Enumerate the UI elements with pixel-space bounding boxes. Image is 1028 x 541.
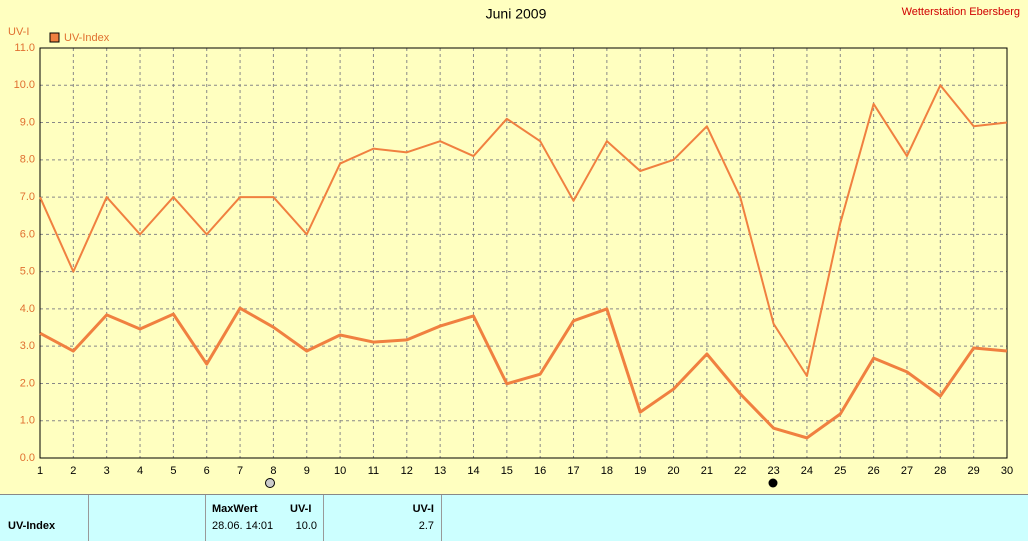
x-tick-label: 19 xyxy=(634,465,646,477)
marker-icon xyxy=(768,478,778,488)
column-header: UV-I xyxy=(290,503,312,515)
y-tick-label: 8.0 xyxy=(20,154,35,166)
y-tick-label: 7.0 xyxy=(20,191,35,203)
y-tick-label: 3.0 xyxy=(20,340,35,352)
x-tick-label: 22 xyxy=(734,465,746,477)
cell: 28.06. 14:01 xyxy=(212,520,274,532)
chart: Juni 2009 Wetterstation Ebersberg UV-I U… xyxy=(8,6,1020,488)
x-tick-label: 10 xyxy=(334,465,346,477)
x-tick-label: 9 xyxy=(304,465,310,477)
x-tick-label: 21 xyxy=(701,465,713,477)
y-tick-label: 4.0 xyxy=(20,303,35,315)
cell: 2.7 xyxy=(418,520,434,532)
x-tick-label: 11 xyxy=(368,465,379,477)
y-tick-label: 5.0 xyxy=(20,266,35,278)
x-tick-label: 5 xyxy=(170,465,176,477)
y-tick-label: 2.0 xyxy=(20,377,35,389)
row-label: UV-Index xyxy=(8,520,56,532)
y-axis-label: UV-I xyxy=(8,26,29,38)
y-tick-label: 10.0 xyxy=(14,79,35,91)
x-tick-label: 28 xyxy=(934,465,946,477)
x-tick-label: 20 xyxy=(667,465,679,477)
x-tick-label: 4 xyxy=(137,465,143,477)
separator xyxy=(323,495,324,541)
x-tick-label: 16 xyxy=(534,465,546,477)
y-tick-label: 6.0 xyxy=(20,228,35,240)
y-tick-label: 9.0 xyxy=(20,116,35,128)
x-tick-label: 7 xyxy=(237,465,243,477)
x-tick-label: 17 xyxy=(567,465,579,477)
y-tick-label: 0.0 xyxy=(20,452,35,464)
separator xyxy=(441,495,442,541)
x-tick-label: 25 xyxy=(834,465,846,477)
x-tick-label: 30 xyxy=(1001,465,1013,477)
x-tick-label: 2 xyxy=(70,465,76,477)
plot-frame xyxy=(39,47,1008,459)
station-name: Wetterstation Ebersberg xyxy=(902,6,1020,18)
x-tick-label: 26 xyxy=(867,465,879,477)
marker-icon xyxy=(265,478,275,488)
x-tick-label: 12 xyxy=(401,465,413,477)
series-line xyxy=(39,84,1008,377)
x-tick-label: 29 xyxy=(968,465,980,477)
legend-label: UV-Index xyxy=(64,32,110,44)
x-tick-label: 15 xyxy=(501,465,513,477)
chart-title: Juni 2009 xyxy=(486,6,547,22)
y-tick-label: 11.0 xyxy=(14,42,35,54)
y-tick-label: 1.0 xyxy=(20,415,35,427)
series-line xyxy=(39,306,1008,440)
column-header: UV-I xyxy=(412,503,434,515)
column-header: MaxWert xyxy=(212,503,258,515)
x-tick-label: 14 xyxy=(467,465,479,477)
legend-swatch xyxy=(49,32,60,43)
x-tick-label: 23 xyxy=(767,465,779,477)
x-tick-label: 6 xyxy=(204,465,210,477)
x-tick-label: 24 xyxy=(801,465,813,477)
separator xyxy=(88,495,89,541)
x-tick-label: 18 xyxy=(601,465,613,477)
x-tick-label: 27 xyxy=(901,465,913,477)
x-tick-label: 3 xyxy=(104,465,110,477)
info-panel: MaxWert UV-I UV-I UV-Index 28.06. 14:01 … xyxy=(0,494,1028,541)
separator xyxy=(205,495,206,541)
x-tick-label: 1 xyxy=(37,465,43,477)
x-tick-label: 8 xyxy=(270,465,276,477)
cell: 10.0 xyxy=(295,520,317,532)
x-tick-label: 13 xyxy=(434,465,446,477)
